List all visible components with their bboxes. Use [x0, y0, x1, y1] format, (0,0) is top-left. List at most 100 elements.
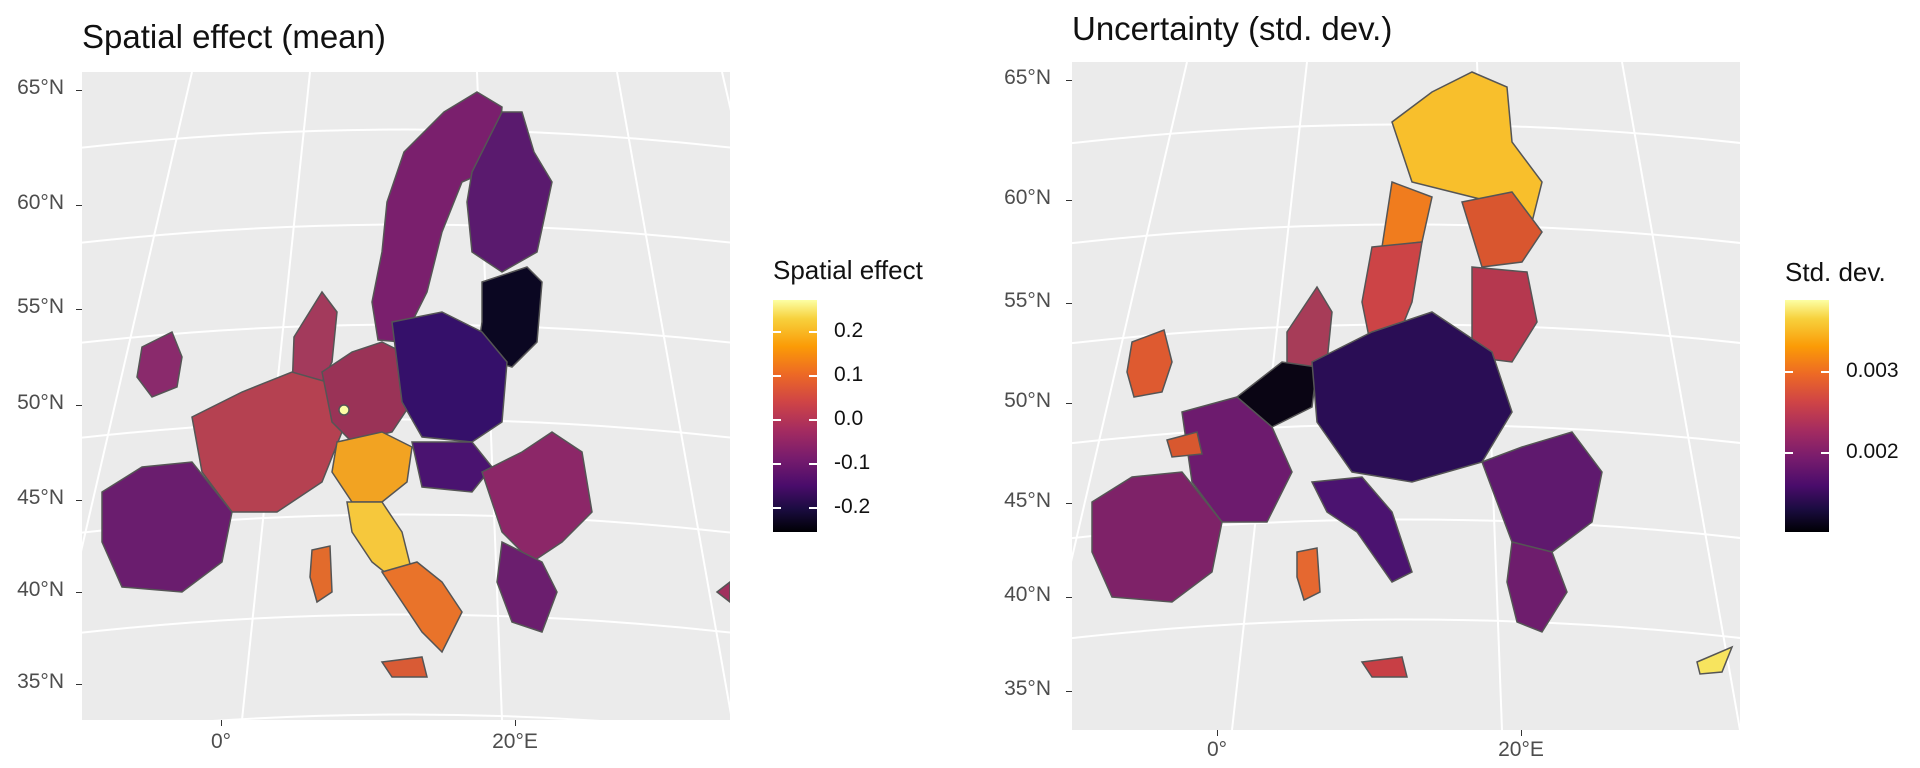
- colorbar-tick: [1821, 452, 1829, 454]
- uncertainty-map-figure: Uncertainty (std. dev.): [985, 0, 1920, 768]
- y-tick-label: 40°N: [17, 578, 64, 601]
- y-tick: [1066, 80, 1072, 81]
- x-tick-label: 0°: [210, 730, 232, 753]
- colorbar-tick: [773, 419, 781, 421]
- x-tick: [515, 720, 516, 726]
- y-tick-label: 55°N: [1004, 289, 1051, 312]
- region-italy-south: [380, 561, 463, 654]
- x-tick: [221, 720, 222, 726]
- colorbar-tick: [809, 375, 817, 377]
- colorbar: [1785, 300, 1829, 532]
- colorbar-tick: [809, 507, 817, 509]
- x-tick: [1217, 730, 1218, 736]
- y-tick: [1066, 200, 1072, 201]
- colorbar-tick: [773, 331, 781, 333]
- region-france: [191, 371, 343, 513]
- region-baltics: [476, 266, 543, 368]
- y-tick: [76, 90, 82, 91]
- x-tick-label: 20°E: [1498, 738, 1544, 761]
- colorbar-tick: [1821, 371, 1829, 373]
- y-tick-label: 60°N: [1004, 186, 1051, 209]
- region-sicily: [380, 656, 428, 678]
- map-title: Uncertainty (std. dev.): [1072, 10, 1393, 47]
- region-sweden-mid: [1381, 180, 1433, 248]
- colorbar-label: 0.1: [834, 363, 864, 386]
- y-tick-label: 35°N: [1004, 677, 1051, 700]
- region-france: [1181, 396, 1293, 523]
- regions: [101, 91, 730, 678]
- y-tick-label: 65°N: [1004, 66, 1051, 89]
- region-balkans: [1481, 431, 1603, 553]
- region-sardinia: [1296, 547, 1321, 602]
- region-sicily: [1360, 656, 1408, 678]
- colorbar-tick: [809, 463, 817, 465]
- y-tick-label: 55°N: [17, 295, 64, 318]
- map-title: Spatial effect (mean): [82, 18, 386, 55]
- y-tick: [76, 592, 82, 593]
- region-balkans: [481, 431, 593, 563]
- region-poland-czech: [391, 311, 508, 443]
- x-tick: [1521, 730, 1522, 736]
- region-cyprus: [715, 581, 730, 603]
- colorbar-label: 0.2: [834, 319, 864, 342]
- colorbar-tick: [1785, 452, 1793, 454]
- y-tick-label: 65°N: [17, 76, 64, 99]
- regions: [1091, 71, 1734, 678]
- region-brittany: [1166, 431, 1203, 458]
- legend-title: Spatial effect: [773, 255, 923, 285]
- legend: Std. dev.: [1785, 257, 1886, 288]
- y-tick-label: 45°N: [1004, 489, 1051, 512]
- y-tick: [1066, 597, 1072, 598]
- colorbar-label: -0.1: [834, 451, 871, 474]
- y-tick-label: 40°N: [1004, 583, 1051, 606]
- region-sardinia: [309, 545, 333, 604]
- y-tick: [76, 309, 82, 310]
- region-finland: [466, 111, 553, 273]
- map-panel: [82, 72, 730, 720]
- region-central-europe: [1311, 311, 1513, 483]
- region-iberia: [1091, 471, 1223, 603]
- colorbar-tick: [809, 419, 817, 421]
- colorbar-label: 0.003: [1846, 359, 1899, 382]
- y-tick-label: 35°N: [17, 670, 64, 693]
- y-tick-label: 60°N: [17, 191, 64, 214]
- colorbar-label: 0.0: [834, 407, 864, 430]
- region-ireland: [1126, 329, 1173, 398]
- region-ireland: [136, 330, 183, 398]
- region-italy: [1310, 476, 1413, 583]
- colorbar-tick: [773, 375, 781, 377]
- spatial-effect-map-figure: Spatial effect (mean): [17, 18, 923, 753]
- region-greece: [496, 540, 558, 633]
- y-tick: [1066, 303, 1072, 304]
- region-italy-north: [331, 431, 413, 503]
- region-austria-hungary: [411, 441, 493, 493]
- region-iberia: [101, 461, 233, 593]
- colorbar-tick: [809, 331, 817, 333]
- region-scandinavia-west: [371, 91, 503, 343]
- region-greece: [1506, 541, 1568, 633]
- x-tick-label: 20°E: [492, 730, 538, 753]
- y-tick: [76, 500, 82, 501]
- y-tick-label: 50°N: [17, 391, 64, 414]
- map-canvas: [82, 72, 730, 720]
- y-tick: [1066, 503, 1072, 504]
- y-tick: [1066, 403, 1072, 404]
- colorbar-label: -0.2: [834, 495, 871, 518]
- y-tick: [76, 405, 82, 406]
- y-tick-label: 50°N: [1004, 389, 1051, 412]
- y-tick-label: 45°N: [17, 486, 64, 509]
- colorbar-tick: [773, 507, 781, 509]
- map-panel: [1072, 62, 1740, 730]
- legend: Spatial effect: [773, 255, 923, 286]
- x-tick-label: 0°: [1206, 738, 1228, 761]
- colorbar: [773, 300, 817, 532]
- colorbar-tick: [1785, 371, 1793, 373]
- region-luxembourg: [338, 404, 350, 416]
- colorbar-tick: [773, 463, 781, 465]
- region-scandinavia-north: [1391, 71, 1543, 224]
- y-tick: [1066, 691, 1072, 692]
- y-tick: [76, 684, 82, 685]
- map-canvas: [1072, 62, 1740, 730]
- region-cyprus: [1696, 645, 1734, 675]
- y-tick: [76, 205, 82, 206]
